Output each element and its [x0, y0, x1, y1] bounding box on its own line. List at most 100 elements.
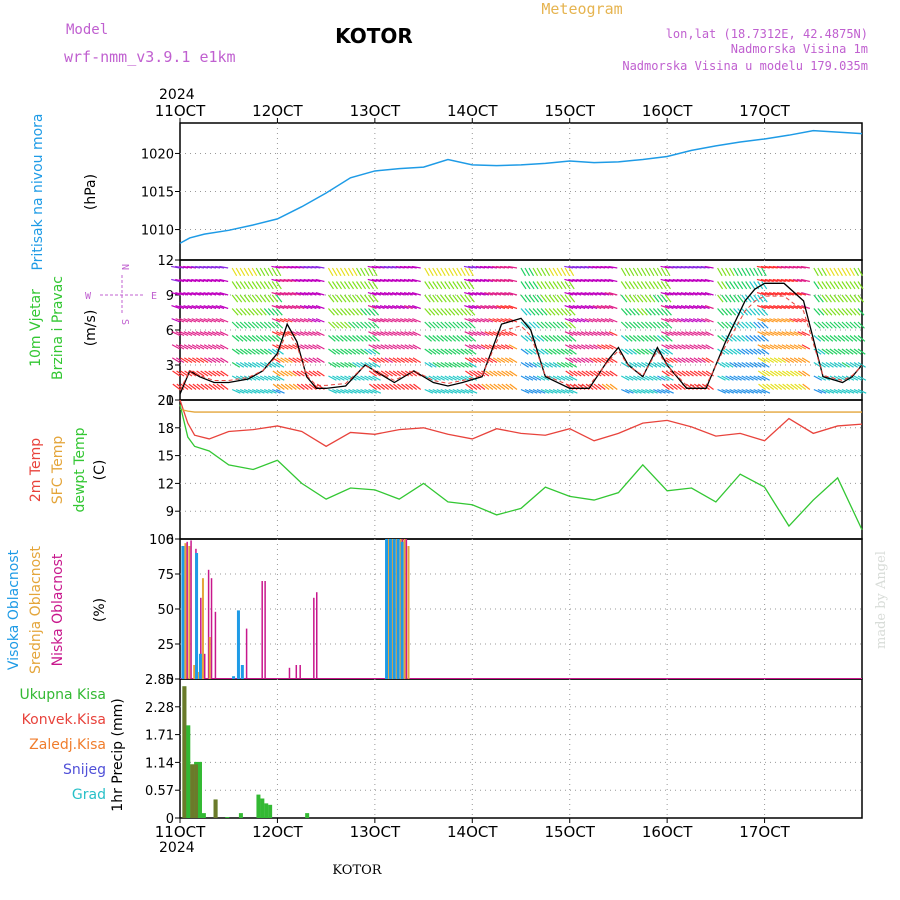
wind-arrow [203, 265, 213, 269]
wind-arrow [388, 370, 397, 377]
wind-arrow [532, 375, 542, 381]
wind-arrow [195, 318, 205, 323]
wind-arrow [689, 331, 698, 337]
wind-arrow [283, 278, 293, 283]
wind-arrow [272, 383, 281, 390]
wind-arrow [789, 331, 799, 337]
wind-arrow [749, 375, 758, 381]
wind-arrow [304, 370, 313, 377]
wind-arrow [569, 370, 578, 377]
wind-arrow [368, 308, 376, 316]
wind-arrow [628, 321, 637, 329]
wind-arrow [311, 318, 321, 323]
wind-arrow [219, 278, 229, 283]
wind-arrow [696, 265, 706, 269]
wind-arrow [853, 348, 862, 355]
wind-arrow [552, 361, 562, 368]
wind-arrow [680, 265, 690, 269]
wind-arrow [605, 357, 614, 364]
wind-arrow [688, 318, 698, 323]
wind-arrow [296, 370, 305, 377]
wind-arrow [187, 265, 197, 269]
wind-arrow [717, 294, 724, 303]
wind-arrow [664, 267, 671, 277]
wind-arrow [689, 344, 698, 350]
wind-arrow [327, 281, 334, 290]
wind-arrow [371, 291, 381, 296]
wind-arrow [280, 383, 289, 390]
wind-arrow [295, 278, 305, 283]
wind-arrow [372, 388, 382, 394]
wind-arrow [327, 294, 335, 303]
wind-arrow [255, 375, 265, 381]
wind-arrow [263, 308, 271, 316]
wind-arrow [247, 388, 257, 394]
wind-arrow [648, 335, 657, 342]
wind-arrow [768, 291, 778, 296]
y-tick-label: 1010 [141, 224, 174, 239]
wind-arrow [725, 294, 732, 303]
wind-arrow [368, 375, 377, 381]
wind-arrow [777, 331, 787, 337]
wind-arrow [737, 267, 743, 277]
wind-arrow [857, 348, 866, 355]
wind-arrow [689, 370, 698, 377]
cloud-bar-high [240, 665, 244, 679]
wind-arrow [207, 265, 217, 269]
wind-arrow [383, 291, 393, 296]
wind-arrow [295, 331, 305, 337]
wind-arrow [171, 305, 181, 310]
wind-arrow [299, 291, 309, 296]
wind-arrow [508, 305, 518, 310]
wind-arrow [753, 335, 761, 342]
wind-arrow [620, 348, 629, 355]
wind-arrow [644, 308, 652, 316]
wind-arrow [721, 308, 729, 316]
wind-arrow [601, 357, 610, 364]
wind-arrow [308, 370, 317, 377]
wind-arrow [696, 305, 706, 310]
wind-arrow [833, 335, 842, 342]
wind-arrow [295, 291, 305, 296]
wind-arrow [556, 388, 566, 394]
wind-arrow [568, 388, 578, 394]
wind-arrow [853, 267, 859, 277]
cloud-bar-low [295, 665, 298, 679]
wind-arrow [741, 375, 750, 381]
wind-arrow [733, 294, 740, 303]
wind-arrow [749, 308, 757, 316]
wind-arrow [761, 305, 770, 310]
wind-arrow [756, 291, 766, 296]
wind-arrow [344, 321, 352, 329]
wind-arrow [440, 388, 450, 394]
wind-arrow [340, 375, 349, 381]
wind-arrow [436, 335, 445, 342]
wind-arrow [381, 383, 389, 390]
wind-arrow [303, 305, 313, 310]
wind-arrow [684, 305, 694, 310]
wind-arrow [636, 348, 645, 355]
wind-arrow [608, 331, 618, 337]
wind-arrow [508, 278, 518, 283]
wind-arrow [444, 348, 453, 355]
wind-arrow [424, 321, 432, 329]
wind-arrow [251, 267, 258, 277]
wind-arrow [311, 291, 321, 296]
wind-arrow [592, 291, 602, 296]
wind-arrow [460, 281, 467, 290]
wind-arrow [472, 318, 482, 323]
wind-arrow [633, 388, 642, 394]
wind-arrow [332, 321, 340, 329]
wind-arrow [391, 291, 401, 296]
wind-arrow [175, 278, 185, 283]
wind-arrow [235, 348, 244, 355]
wind-arrow [761, 267, 767, 277]
wind-arrow [508, 344, 518, 350]
wind-arrow [540, 361, 550, 368]
wind-arrow [191, 291, 201, 296]
wind-arrow [463, 265, 473, 269]
wind-arrow [352, 321, 360, 329]
wind-arrow [660, 278, 670, 283]
wind-arrow [508, 265, 518, 269]
wind-arrow [407, 305, 417, 310]
